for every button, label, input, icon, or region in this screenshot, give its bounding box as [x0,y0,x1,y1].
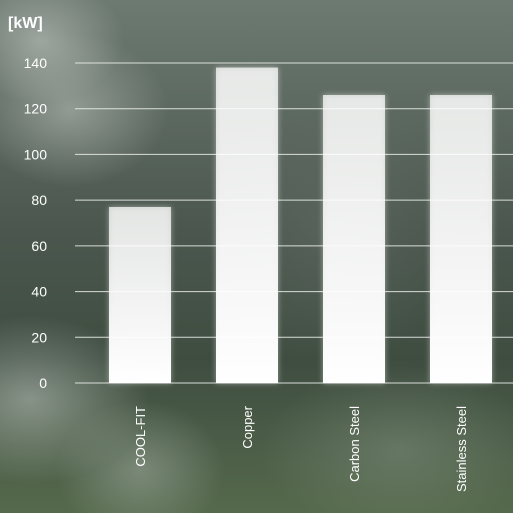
bar-stainless-steel [430,95,492,383]
bars [109,67,492,384]
x-category-label: Stainless Steel [454,406,469,492]
y-axis-unit-label: [kW] [8,15,43,32]
bar-cool-fit [109,207,171,383]
x-category-label: Copper [240,405,255,448]
bar-carbon-steel [323,95,385,383]
y-tick-label: 120 [24,101,48,117]
bar-copper [216,67,278,384]
y-tick-label: 60 [31,238,47,254]
y-tick-label: 0 [39,375,47,391]
y-tick-label: 80 [31,192,47,208]
x-category-label: Carbon Steel [347,406,362,482]
y-tick-label: 140 [24,55,48,71]
y-tick-label: 20 [31,329,47,345]
y-tick-label: 100 [24,146,48,162]
y-tick-label: 40 [31,284,47,300]
x-category-label: COOL-FIT [133,406,148,467]
y-axis-ticks: 0 20 40 60 80 100 120 140 [24,55,48,391]
x-axis-labels: COOL-FIT Copper Carbon Steel Stainless Stee… [133,405,469,492]
